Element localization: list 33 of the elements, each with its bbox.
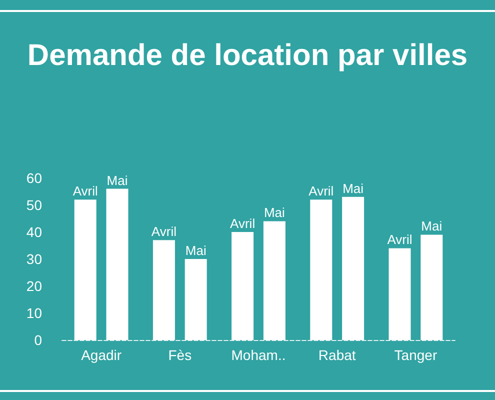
bar bbox=[388, 248, 411, 340]
y-tick-label: 30 bbox=[26, 251, 42, 267]
bar bbox=[420, 234, 443, 340]
text: Mai bbox=[421, 218, 442, 234]
x-tick-label: Rabat bbox=[318, 347, 356, 363]
text: Avril bbox=[230, 216, 256, 231]
bar bbox=[310, 200, 332, 340]
bar bbox=[342, 196, 364, 340]
y-tick-label: 20 bbox=[26, 278, 42, 294]
bar bbox=[74, 200, 96, 340]
x-tick-label: Fès bbox=[168, 347, 192, 363]
series-label: Mai bbox=[106, 172, 128, 188]
bar bbox=[106, 188, 128, 340]
y-tick-label: 50 bbox=[26, 197, 42, 213]
text: Avril bbox=[387, 232, 412, 248]
x-tick-label: Moham.. bbox=[231, 347, 286, 363]
text: Avril bbox=[308, 184, 334, 199]
bar bbox=[184, 259, 207, 340]
chart-title: Demande de location par villes bbox=[26, 38, 469, 74]
bar bbox=[232, 232, 254, 340]
text: Mai bbox=[264, 205, 285, 220]
y-tick-label: 40 bbox=[26, 224, 42, 240]
y-tick-label: 0 bbox=[34, 332, 42, 348]
text: Avril bbox=[72, 184, 98, 199]
bar bbox=[263, 221, 286, 340]
y-tick-label: 10 bbox=[26, 305, 42, 321]
y-tick-label: 60 bbox=[26, 170, 42, 186]
text: Mai bbox=[342, 180, 364, 196]
x-tick-label: Agadir bbox=[81, 347, 122, 363]
x-tick-label: Tanger bbox=[394, 347, 438, 363]
series-label: Avril bbox=[151, 224, 177, 240]
bar bbox=[152, 240, 175, 340]
text: Mai bbox=[185, 243, 206, 258]
